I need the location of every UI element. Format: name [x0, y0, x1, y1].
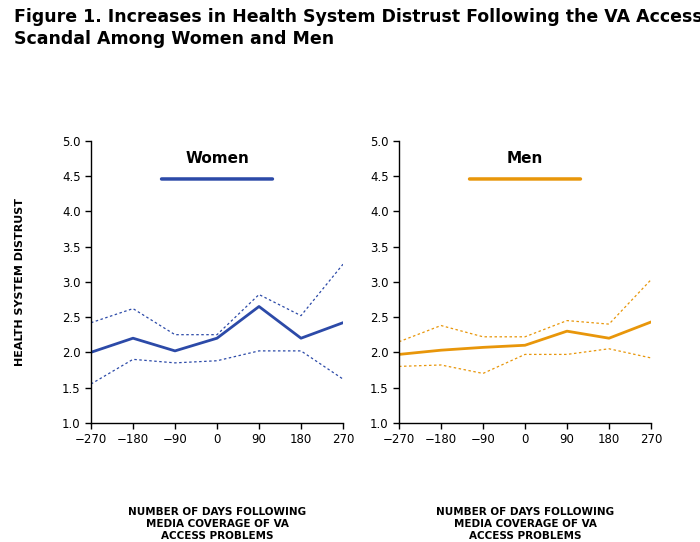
Text: Figure 1. Increases in Health System Distrust Following the VA Access
Scandal Am: Figure 1. Increases in Health System Dis…: [14, 8, 700, 48]
Text: NUMBER OF DAYS FOLLOWING
MEDIA COVERAGE OF VA
ACCESS PROBLEMS: NUMBER OF DAYS FOLLOWING MEDIA COVERAGE …: [128, 507, 306, 540]
Text: HEALTH SYSTEM DISTRUST: HEALTH SYSTEM DISTRUST: [15, 198, 25, 366]
Text: Women: Women: [185, 151, 249, 166]
Text: Men: Men: [507, 151, 543, 166]
Text: NUMBER OF DAYS FOLLOWING
MEDIA COVERAGE OF VA
ACCESS PROBLEMS: NUMBER OF DAYS FOLLOWING MEDIA COVERAGE …: [436, 507, 614, 540]
